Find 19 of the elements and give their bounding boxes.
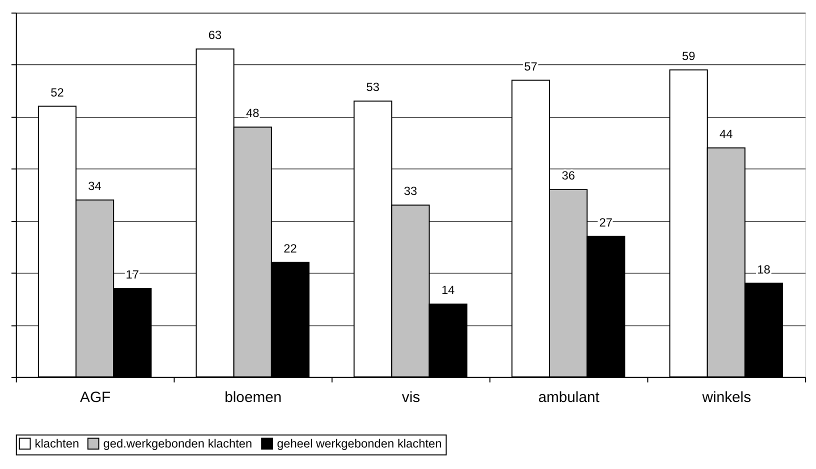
x-tick-label: AGF — [80, 390, 111, 406]
data-label: 44 — [720, 127, 734, 141]
data-label: 34 — [88, 179, 102, 194]
data-label: 36 — [562, 168, 576, 183]
data-label: 59 — [682, 48, 696, 63]
data-label: 14 — [441, 283, 456, 298]
x-tick-label: vis — [402, 390, 420, 406]
data-label: 52 — [50, 85, 64, 100]
data-label: 53 — [366, 80, 380, 94]
legend-label: ged.werkgebonden klachten — [103, 436, 252, 451]
legend-label: geheel werkgebonden klachten — [276, 436, 442, 451]
x-tick-label: ambulant — [538, 390, 600, 406]
legend-label: klachten — [34, 436, 80, 451]
data-label: 63 — [208, 28, 222, 42]
data-label: 33 — [404, 184, 418, 198]
x-tick-label: winkels — [701, 390, 752, 406]
data-label: 48 — [246, 106, 260, 120]
x-tick-label: bloemen — [224, 390, 282, 406]
data-label: 22 — [284, 242, 298, 256]
